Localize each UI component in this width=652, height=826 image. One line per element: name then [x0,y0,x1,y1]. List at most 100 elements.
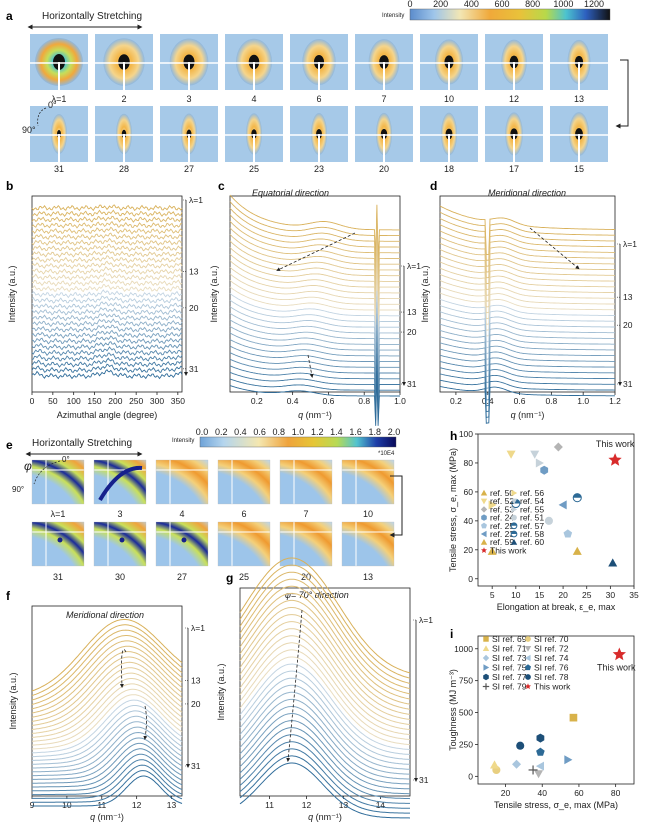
marker-triangle-left [524,654,531,662]
marker-diamond [482,654,490,662]
x-axis-label: q (nm⁻¹) [90,812,124,822]
colorbar-tick-a: 0 [407,0,412,9]
x-tick-label: 0.8 [358,396,370,406]
meridional-curve [439,354,615,395]
wide-angle-curve [31,656,183,722]
equatorial-curve [229,273,400,329]
wide-angle-curve [31,624,183,697]
equatorial-curve [229,336,400,392]
meridional-curve [439,342,616,384]
stretch-ratio-label: 31 [54,164,64,174]
equatorial-curve [229,290,400,346]
marker-circle [525,636,531,642]
equatorial-curve [229,234,400,295]
wide-angle-curve [32,775,183,807]
stretch-label: 31 [191,761,201,771]
y-axis-label: Toughness (MJ m⁻³) [448,669,458,751]
tile-border [217,521,271,567]
stretch-ratio-label: 27 [184,164,194,174]
data-point [573,493,582,498]
meridional-curve [439,267,615,314]
x-tick-label: 1.0 [577,396,589,406]
wide-angle-curve [239,706,411,780]
x-axis-symbol: q [511,410,516,420]
x-tick-label: 100 [67,396,81,406]
azimuthal-curve [31,324,183,333]
panel-label-i: i [450,627,453,641]
marker-half-fill [511,531,517,534]
equatorial-curve [229,313,400,369]
meridional-curve [439,280,615,325]
colorbar-ticks-e: 0.0 0.2 0.4 0.6 0.8 1.0 1.2 1.4 1.6 1.8 2.0 [196,427,401,437]
x-tick-label: 0.2 [251,396,263,406]
legend-entry: SI ref. 76 [534,663,569,673]
wide-angle-curve [31,661,183,726]
panel-a: a Horizontally Stretching Intensity 0 200… [6,0,629,174]
x-axis-symbol: q [298,410,303,420]
wide-angle-curve [31,651,183,718]
wide-angle-curve [32,688,183,746]
colorbar-tick-e: 1.0 [292,427,305,437]
equatorial-curve [229,214,400,277]
wide-angle-curve [239,599,411,705]
stretch-ratio-label: 10 [363,509,373,519]
wide-angle-curve [239,748,410,809]
wide-angle-curve [239,656,411,746]
stretch-label: λ=1 [419,615,433,625]
marker-star [525,683,531,690]
stretch-ratio-label: 6 [316,94,321,104]
equatorial-curve [229,194,400,260]
y-tick-label: 500 [459,708,473,718]
waxs-tile [218,460,270,504]
stretch-label-a: Horizontally Stretching [42,11,142,22]
equatorial-curve [229,330,400,386]
x-axis-symbol: q [308,812,313,822]
colorbar-tick-e: 1.6 [349,427,362,437]
y-tick-label: 80 [464,458,474,468]
data-point [544,516,553,525]
x-tick-label: 0.4 [287,396,299,406]
waxs-ring [218,522,270,566]
stretch-ratio-label: 13 [363,572,373,582]
wide-angle-curve [31,715,183,765]
azimuthal-curve [31,209,183,217]
colorbar-e [199,436,397,448]
x-tick-label: 0.4 [482,396,494,406]
data-point [608,558,618,567]
equatorial-curve [229,307,400,363]
wide-angle-curve [239,720,410,790]
colorbar-tick-a: 600 [494,0,509,9]
wide-angle-curve [239,642,411,736]
stretch-label: 13 [189,266,199,276]
trend-arrow-d [529,227,580,270]
panel-d: d 0.2 0.4 0.6 0.8 1.0 1.2 Meridional direction I… [420,179,637,424]
data-point [487,546,497,555]
x-tick-label: 12 [132,800,142,810]
y-tick-label: 40 [464,516,474,526]
x-axis-label: q (nm⁻¹) [511,410,545,420]
plot-frame [477,433,635,587]
stretch-label: 31 [189,364,199,374]
azimuthal-curve [31,352,183,362]
wide-angle-curve [31,683,183,742]
wide-angle-curve [239,585,411,695]
meridional-curve [439,230,615,279]
stretch-label: 13 [623,292,633,302]
meridional-curve [439,286,615,331]
wide-angle-curve [31,678,183,738]
x-axis-label: q (nm⁻¹) [308,812,342,822]
wide-angle-curve [239,557,411,674]
x-tick-label: 150 [87,396,101,406]
x-tick-label: 12 [302,800,312,810]
waxs-ring [94,522,146,566]
azimuthal-curve [31,244,183,252]
stretch-ratio-label: λ=1 [51,509,66,519]
azimuthal-curve [31,329,183,339]
marker-triangle [482,645,490,652]
x-tick-label: 50 [48,396,58,406]
marker-triangle-down [480,498,488,505]
x-tick-label: 350 [171,396,185,406]
y-tick-label: 0 [468,771,473,781]
stretch-ratio-label: 3 [186,94,191,104]
